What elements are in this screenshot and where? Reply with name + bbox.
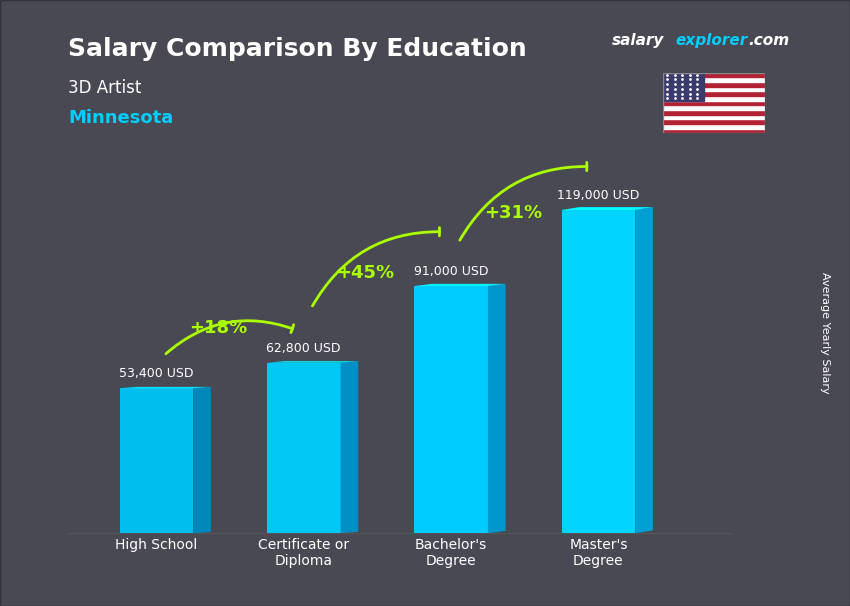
Text: 91,000 USD: 91,000 USD xyxy=(414,265,488,278)
Text: Average Yearly Salary: Average Yearly Salary xyxy=(819,273,830,394)
Text: 119,000 USD: 119,000 USD xyxy=(558,189,639,202)
Text: .com: .com xyxy=(748,33,789,48)
Polygon shape xyxy=(267,361,358,362)
Bar xyxy=(663,73,765,78)
Polygon shape xyxy=(414,284,506,286)
Text: 62,800 USD: 62,800 USD xyxy=(267,342,341,355)
Text: 3D Artist: 3D Artist xyxy=(68,79,141,97)
Bar xyxy=(663,82,765,87)
Bar xyxy=(663,105,765,110)
Polygon shape xyxy=(562,210,635,533)
Text: Salary Comparison By Education: Salary Comparison By Education xyxy=(68,36,527,61)
Text: 53,400 USD: 53,400 USD xyxy=(119,367,194,380)
Text: +31%: +31% xyxy=(484,204,542,222)
Bar xyxy=(663,96,765,101)
Bar xyxy=(663,124,765,128)
Bar xyxy=(663,73,704,101)
Bar xyxy=(663,101,765,105)
Polygon shape xyxy=(562,207,653,210)
Text: salary: salary xyxy=(612,33,665,48)
Polygon shape xyxy=(120,388,193,533)
Polygon shape xyxy=(635,207,653,533)
Bar xyxy=(663,92,765,96)
Polygon shape xyxy=(414,286,488,533)
Polygon shape xyxy=(193,387,211,533)
Text: +45%: +45% xyxy=(337,264,394,282)
Bar xyxy=(663,78,765,82)
Polygon shape xyxy=(267,362,341,533)
Polygon shape xyxy=(341,361,358,533)
Text: Minnesota: Minnesota xyxy=(68,109,173,127)
Bar xyxy=(663,110,765,115)
Bar xyxy=(663,115,765,119)
Bar xyxy=(663,128,765,133)
Text: explorer: explorer xyxy=(676,33,748,48)
Bar xyxy=(663,87,765,92)
Bar xyxy=(663,119,765,124)
Text: +18%: +18% xyxy=(190,319,247,338)
Polygon shape xyxy=(120,387,211,388)
Polygon shape xyxy=(488,284,506,533)
